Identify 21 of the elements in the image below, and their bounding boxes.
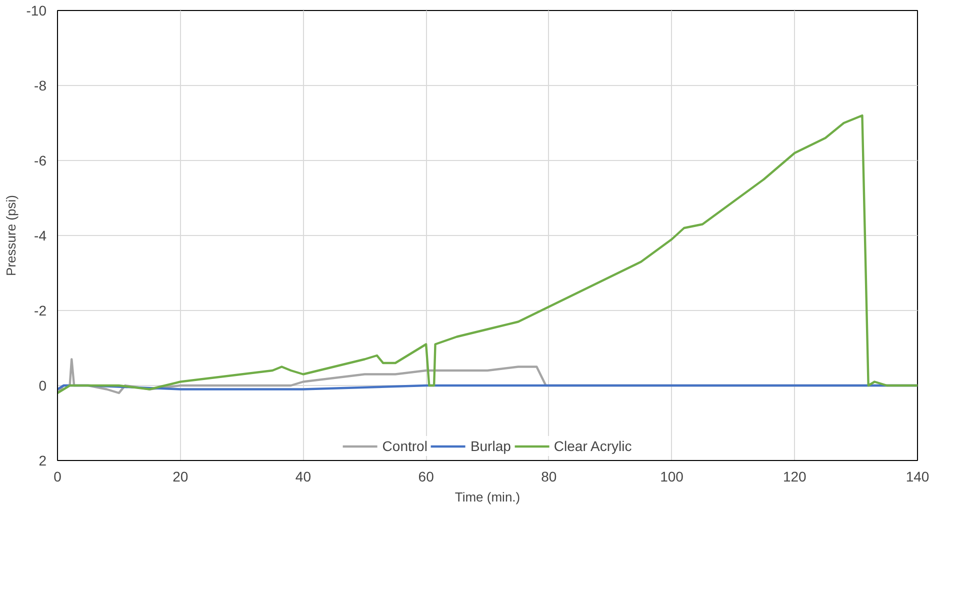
x-tick-label: 100 [660,468,684,484]
y-tick-label: -10 [26,2,47,18]
x-tick-label: 20 [172,468,188,484]
y-tick-label: -4 [34,228,47,244]
x-tick-label: 140 [906,468,930,484]
legend-label: Control [382,438,428,454]
y-axis-title: Pressure (psi) [3,195,18,276]
y-tick-label: -8 [34,78,47,94]
y-tick-label: 0 [38,378,47,394]
y-tick-label: -2 [34,302,47,318]
x-tick-label: 0 [54,468,62,484]
x-tick-label: 40 [295,468,312,484]
legend-label: Clear Acrylic [554,438,632,454]
line-series [58,114,918,394]
x-axis-title: Time (min.) [454,490,520,504]
legend-label: Burlap [470,438,511,454]
y-tick-label: 2 [38,452,47,468]
y-tick-label: -6 [34,152,47,168]
x-tick-label: 120 [782,468,807,484]
x-tick-label: 80 [541,468,557,484]
x-tick-label: 60 [418,468,434,484]
